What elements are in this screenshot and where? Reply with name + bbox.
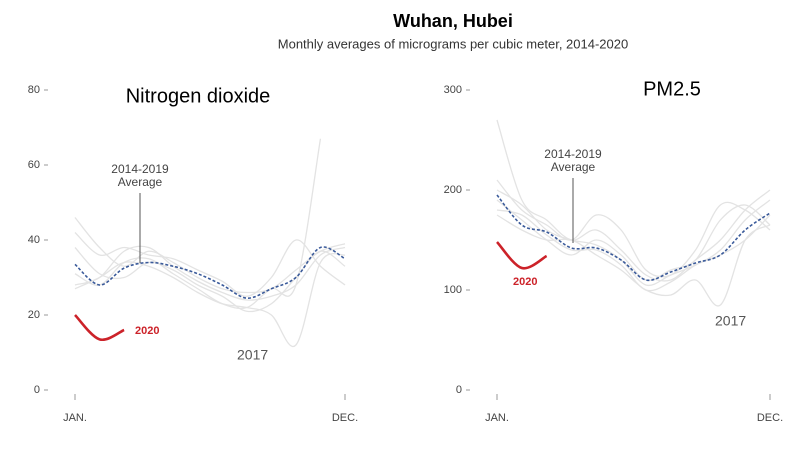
series-line xyxy=(496,241,548,270)
y-tick-label: 20 xyxy=(28,309,40,321)
series-line xyxy=(74,252,346,348)
year-label: 2017 xyxy=(237,347,268,363)
series-line xyxy=(496,199,771,282)
series-line xyxy=(74,245,346,301)
year-label: 2017 xyxy=(715,313,746,329)
series-line xyxy=(74,314,125,342)
series-line xyxy=(496,119,771,282)
series-line xyxy=(74,232,346,297)
series-line xyxy=(496,179,771,278)
x-tick-label: DEC. xyxy=(757,412,783,424)
series-line xyxy=(496,214,771,307)
chart-subtitle: Monthly averages of micrograms per cubic… xyxy=(278,36,628,51)
average-label: 2014-2019 Average xyxy=(544,147,602,174)
y-tick-label: 100 xyxy=(444,284,462,296)
series-line xyxy=(74,217,346,294)
y-tick-label: 60 xyxy=(28,159,40,171)
year-label: 2020 xyxy=(513,276,537,288)
x-tick-label: JAN. xyxy=(63,412,87,424)
y-tick-label: 80 xyxy=(28,84,40,96)
y-tick-label: 0 xyxy=(456,384,462,396)
panel-title: Nitrogen dioxide xyxy=(126,85,271,107)
average-line xyxy=(74,246,346,299)
series-line xyxy=(74,138,322,310)
y-tick-label: 300 xyxy=(444,84,462,96)
x-tick-label: JAN. xyxy=(485,412,509,424)
y-tick-label: 200 xyxy=(444,184,462,196)
y-tick-label: 40 xyxy=(28,234,40,246)
chart-title: Wuhan, Hubei xyxy=(393,11,513,31)
average-label: 2014-2019 Average xyxy=(111,162,169,189)
x-tick-label: DEC. xyxy=(332,412,358,424)
series-line xyxy=(496,189,771,287)
panel-title: PM2.5 xyxy=(643,78,701,100)
year-label: 2020 xyxy=(135,325,159,337)
average-line xyxy=(496,194,771,282)
y-tick-label: 0 xyxy=(34,384,40,396)
